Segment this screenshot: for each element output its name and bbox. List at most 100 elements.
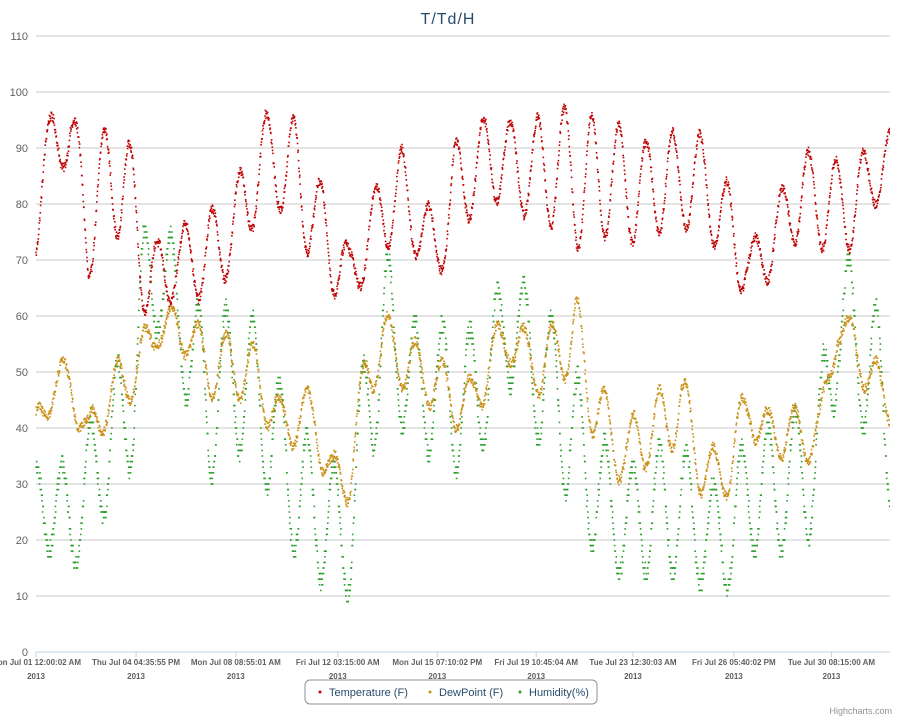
data-point	[800, 431, 803, 433]
data-point	[606, 460, 609, 463]
data-point	[431, 438, 434, 440]
data-point	[199, 325, 201, 327]
data-point	[587, 407, 589, 410]
data-point	[172, 253, 174, 256]
data-point	[651, 430, 654, 433]
data-point	[720, 483, 723, 485]
data-point	[430, 404, 433, 407]
data-point	[421, 388, 424, 390]
data-point	[61, 358, 63, 360]
data-point	[73, 567, 76, 569]
data-point	[254, 326, 256, 328]
data-point	[184, 351, 186, 354]
data-point	[720, 550, 723, 552]
data-point	[641, 561, 644, 564]
data-point	[664, 409, 666, 412]
data-point	[602, 386, 605, 389]
data-point	[691, 505, 693, 508]
data-point	[559, 444, 562, 446]
data-point	[557, 404, 560, 407]
data-point	[485, 427, 487, 429]
data-point	[651, 433, 653, 435]
data-point	[207, 384, 209, 387]
data-point	[66, 374, 69, 377]
data-point	[472, 384, 474, 387]
data-point	[548, 333, 550, 335]
data-point	[526, 338, 529, 340]
y-tick-label: 10	[16, 591, 28, 603]
data-point	[382, 327, 385, 330]
data-point	[491, 341, 493, 343]
data-point	[471, 381, 473, 383]
data-point	[611, 439, 614, 442]
data-point	[550, 315, 553, 317]
data-point	[772, 466, 775, 468]
data-point	[46, 416, 48, 418]
data-point	[606, 398, 609, 401]
data-point	[787, 483, 790, 485]
data-point	[874, 304, 877, 306]
data-point	[106, 494, 109, 496]
data-point	[111, 427, 113, 429]
data-point	[586, 397, 588, 399]
data-point	[657, 393, 660, 396]
data-point	[428, 460, 431, 463]
data-point	[438, 332, 441, 334]
data-point	[438, 343, 440, 345]
data-point	[379, 350, 382, 353]
data-point	[580, 327, 583, 330]
data-point	[392, 309, 395, 312]
data-point	[102, 433, 105, 435]
x-tick-label: Fri Jul 26 05:40:02 PM	[692, 658, 776, 667]
data-point	[524, 326, 527, 329]
data-point	[134, 380, 137, 383]
data-point	[818, 393, 820, 396]
data-point	[412, 342, 415, 344]
data-point	[585, 505, 588, 508]
data-point	[439, 366, 441, 368]
data-point	[654, 403, 657, 406]
data-point	[153, 348, 155, 351]
data-point	[710, 494, 713, 496]
data-point	[353, 441, 356, 443]
data-point	[426, 404, 429, 407]
data-point	[363, 362, 365, 365]
data-point	[639, 443, 642, 445]
data-point	[376, 376, 379, 379]
data-point	[489, 352, 492, 355]
data-point	[872, 320, 875, 323]
data-point	[842, 309, 845, 312]
data-point	[221, 344, 224, 347]
data-point	[99, 505, 102, 508]
x-tick-year: 2013	[27, 672, 45, 681]
data-point	[729, 578, 732, 580]
data-point	[289, 442, 291, 445]
data-point	[268, 421, 271, 424]
data-point	[149, 338, 151, 340]
data-point	[427, 404, 430, 406]
data-point	[689, 472, 692, 474]
data-point	[394, 349, 396, 352]
data-point	[419, 359, 422, 362]
data-point	[570, 438, 573, 440]
data-point	[160, 334, 163, 337]
data-point	[159, 345, 161, 348]
data-point	[855, 343, 858, 345]
data-point	[414, 336, 416, 338]
data-point	[574, 393, 577, 396]
data-point	[370, 387, 372, 390]
data-point	[735, 424, 738, 426]
data-point	[397, 372, 399, 375]
data-point	[418, 354, 420, 356]
data-point	[215, 383, 218, 386]
data-point	[415, 344, 418, 346]
data-point	[553, 337, 556, 340]
data-point	[71, 400, 73, 403]
data-point	[581, 338, 584, 340]
data-point	[436, 354, 439, 356]
data-point	[310, 460, 312, 463]
data-point	[756, 439, 759, 441]
data-point	[448, 394, 451, 397]
data-point	[859, 404, 862, 407]
